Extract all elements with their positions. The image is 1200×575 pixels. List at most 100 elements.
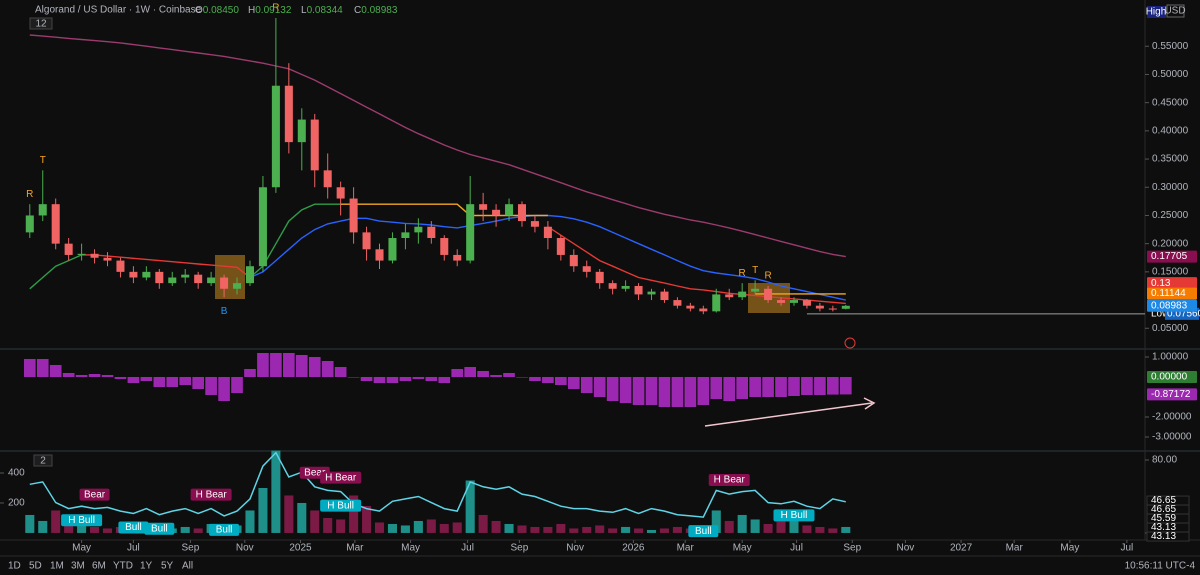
x-tick-label: May	[733, 543, 752, 554]
range-button[interactable]: 3M	[71, 561, 85, 572]
candle-body	[647, 291, 656, 295]
currency-badge[interactable]	[1166, 4, 1185, 18]
volume-bar	[400, 525, 410, 533]
candle-body	[401, 232, 410, 239]
histogram-bar	[75, 375, 88, 377]
divergence-tag	[79, 488, 110, 501]
candle-body	[621, 285, 630, 289]
alert-icon[interactable]	[844, 337, 856, 349]
chart-title: Algorand / US Dollar · 1W · Coinbase	[35, 5, 202, 16]
candle-body	[64, 243, 73, 255]
indicator-line	[547, 226, 846, 305]
candle-body	[440, 238, 449, 255]
pane-badge[interactable]	[29, 17, 53, 30]
candle-body	[492, 209, 501, 216]
divergence-tag	[61, 514, 103, 527]
volume-bar	[51, 510, 61, 533]
candle-body	[414, 226, 423, 233]
price-badge-text: -0.87172	[1151, 389, 1191, 400]
trend-arrow-head	[863, 397, 876, 410]
range-button[interactable]: 5Y	[161, 561, 174, 572]
histogram-bar	[231, 377, 243, 393]
x-tick-label: May	[1060, 543, 1079, 554]
y-tick-label: 400	[8, 468, 25, 479]
volume-bar	[569, 528, 579, 533]
ohlc-value: O0.08450	[195, 5, 239, 16]
histogram-bar	[529, 377, 541, 381]
volume-bar	[349, 495, 359, 533]
candle-body	[712, 294, 721, 312]
histogram-bar	[373, 377, 386, 383]
range-button[interactable]: 6M	[92, 561, 106, 572]
divergence-tag-text: Bull	[216, 525, 233, 536]
volume-bar	[439, 523, 449, 533]
histogram-bar	[49, 365, 62, 377]
signal-label: R	[26, 189, 33, 200]
range-button[interactable]: 1Y	[140, 561, 153, 572]
divergence-tag-text: Bear	[84, 489, 106, 500]
range-button[interactable]: YTD	[113, 561, 133, 572]
histogram-bar	[684, 377, 697, 407]
volume-bar	[102, 528, 113, 533]
candle-body	[220, 277, 229, 289]
rsi-line	[29, 451, 846, 518]
volume-bar	[297, 502, 307, 533]
volume-bar	[271, 450, 281, 533]
volume-bar	[543, 526, 553, 533]
rsi-badge-text: 46.65	[1151, 504, 1176, 515]
candle-body	[505, 204, 514, 216]
volume-bar	[802, 525, 812, 533]
x-tick-label: Jul	[461, 543, 474, 554]
histogram-bar	[399, 377, 412, 381]
histogram-bar	[801, 377, 813, 395]
histogram-bar	[101, 375, 114, 377]
ohlc-value: L0.08344	[301, 5, 343, 16]
histogram-bar	[244, 369, 256, 377]
price-badge-text: 0.17705	[1151, 251, 1188, 262]
histogram-bar	[451, 369, 464, 377]
histogram-bar	[710, 377, 723, 399]
x-tick-label: Sep	[510, 543, 528, 554]
candle-body	[569, 254, 578, 267]
divergence-tag	[144, 522, 175, 535]
divergence-tag-text: H Bull	[68, 515, 95, 526]
volume-bar	[64, 523, 74, 533]
candle-body	[725, 294, 734, 298]
divergence-tag	[320, 471, 362, 484]
divergence-tag	[209, 523, 240, 536]
histogram-bar	[619, 377, 632, 403]
range-button[interactable]: 1M	[50, 561, 64, 572]
price-badge	[1147, 287, 1197, 300]
range-button[interactable]: 1D	[8, 561, 21, 572]
y-tick-label: 0.55000	[1152, 41, 1189, 52]
volume-bar	[634, 528, 644, 533]
candle-body	[828, 308, 837, 310]
y-tick-label: 0.25000	[1152, 210, 1189, 221]
candle-body	[556, 238, 565, 255]
divergence-tag-text: H Bull	[327, 500, 354, 511]
pane-badge[interactable]	[33, 454, 53, 467]
candle-body	[336, 187, 345, 199]
divergence-tag-text: H Bull	[781, 510, 808, 521]
pane-badge-text: 12	[35, 19, 47, 30]
x-tick-label: Jul	[1120, 543, 1133, 554]
histogram-bar	[645, 377, 658, 405]
range-button[interactable]: 5D	[29, 561, 42, 572]
price-badge-text: 0.00000	[1151, 372, 1188, 383]
x-tick-label: Sep	[182, 543, 200, 554]
low-label: Low	[1151, 308, 1170, 319]
candle-body	[349, 198, 358, 233]
candle-body	[77, 253, 86, 255]
ohlc-key: H	[248, 5, 255, 16]
indicator-line	[29, 34, 846, 258]
price-badge-text: 0.13	[1151, 278, 1171, 289]
signal-label: R	[739, 268, 746, 279]
histogram-bar	[88, 374, 101, 377]
ohlc-number: 0.08344	[307, 5, 344, 16]
volume-bar	[776, 510, 786, 533]
y-tick-label: 0.20000	[1152, 238, 1189, 249]
range-button[interactable]: All	[182, 561, 193, 572]
candle-body	[103, 257, 112, 261]
volume-bar	[504, 523, 514, 533]
